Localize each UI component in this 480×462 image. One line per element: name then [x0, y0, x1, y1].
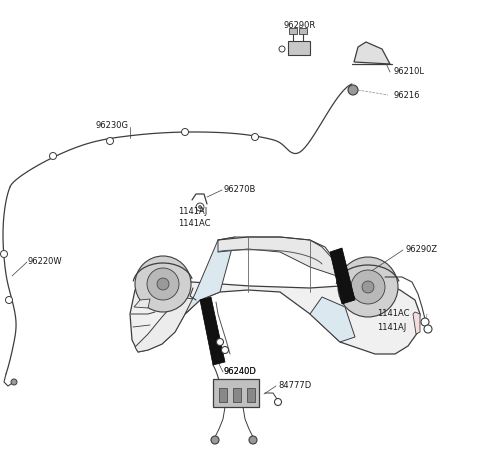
Circle shape	[181, 128, 189, 135]
Circle shape	[147, 268, 179, 300]
Circle shape	[49, 152, 57, 159]
Text: 96290Z: 96290Z	[405, 245, 437, 255]
Bar	[299, 28, 307, 34]
Circle shape	[351, 270, 385, 304]
Bar	[288, 41, 310, 55]
Circle shape	[279, 46, 285, 52]
Circle shape	[107, 138, 113, 145]
Circle shape	[249, 436, 257, 444]
Circle shape	[216, 339, 224, 346]
Text: 96216: 96216	[393, 91, 420, 99]
Circle shape	[348, 85, 358, 95]
Polygon shape	[354, 42, 390, 64]
Polygon shape	[330, 248, 355, 304]
Text: 96220W: 96220W	[28, 257, 62, 267]
Text: 96240D: 96240D	[224, 367, 257, 377]
Circle shape	[196, 203, 204, 211]
Circle shape	[252, 134, 259, 140]
Polygon shape	[185, 237, 235, 314]
Text: 1141AC: 1141AC	[178, 219, 211, 229]
Circle shape	[275, 399, 281, 406]
Circle shape	[157, 278, 169, 290]
Polygon shape	[130, 277, 420, 354]
Circle shape	[221, 346, 228, 353]
Bar	[219, 388, 227, 402]
Circle shape	[11, 379, 17, 385]
Polygon shape	[413, 312, 420, 334]
Text: 84777D: 84777D	[278, 381, 311, 389]
Polygon shape	[310, 297, 355, 342]
Bar	[247, 388, 255, 402]
Bar	[213, 379, 259, 407]
Circle shape	[424, 325, 432, 333]
Circle shape	[421, 318, 429, 326]
Text: 96240D: 96240D	[224, 367, 257, 377]
Circle shape	[199, 206, 202, 208]
Text: 96230G: 96230G	[95, 121, 128, 129]
Polygon shape	[200, 297, 225, 365]
Circle shape	[362, 281, 374, 293]
Polygon shape	[135, 297, 200, 352]
Text: 96210L: 96210L	[393, 67, 424, 77]
Bar	[289, 28, 297, 34]
Text: 96290R: 96290R	[284, 20, 316, 30]
Circle shape	[0, 250, 8, 257]
Circle shape	[338, 257, 398, 317]
Text: 96270B: 96270B	[224, 184, 256, 194]
Circle shape	[211, 436, 219, 444]
Text: 1141AC: 1141AC	[377, 310, 409, 318]
Polygon shape	[218, 237, 345, 277]
Polygon shape	[134, 299, 150, 308]
Circle shape	[5, 297, 12, 304]
Text: 1141AJ: 1141AJ	[178, 207, 207, 217]
Bar	[233, 388, 241, 402]
Circle shape	[135, 256, 191, 312]
Text: 1141AJ: 1141AJ	[377, 322, 406, 332]
